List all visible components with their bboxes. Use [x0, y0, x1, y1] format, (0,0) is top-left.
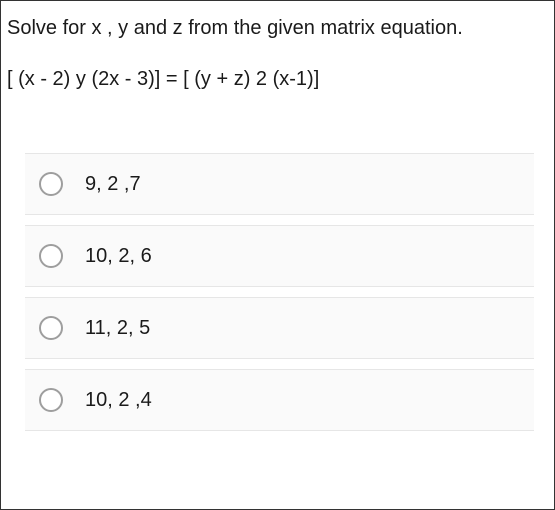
radio-icon[interactable]	[39, 244, 63, 268]
question-equation: [ (x - 2) y (2x - 3)] = [ (y + z) 2 (x-1…	[7, 65, 544, 93]
option-row[interactable]: 10, 2, 6	[25, 225, 534, 287]
option-row[interactable]: 9, 2 ,7	[25, 153, 534, 215]
question-prompt: Solve for x , y and z from the given mat…	[7, 13, 544, 43]
options-list: 9, 2 ,7 10, 2, 6 11, 2, 5 10, 2 ,4	[1, 153, 554, 431]
option-label: 10, 2 ,4	[85, 389, 152, 412]
option-label: 11, 2, 5	[85, 317, 150, 340]
option-label: 9, 2 ,7	[85, 173, 141, 196]
option-row[interactable]: 10, 2 ,4	[25, 369, 534, 431]
radio-icon[interactable]	[39, 172, 63, 196]
radio-icon[interactable]	[39, 388, 63, 412]
radio-icon[interactable]	[39, 316, 63, 340]
option-label: 10, 2, 6	[85, 245, 152, 268]
option-row[interactable]: 11, 2, 5	[25, 297, 534, 359]
question-block: Solve for x , y and z from the given mat…	[1, 1, 554, 93]
